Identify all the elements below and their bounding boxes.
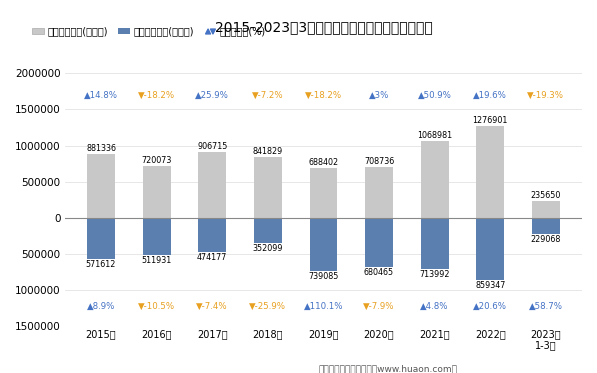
Bar [476, 218, 504, 280]
Bar [421, 141, 448, 218]
Text: 859347: 859347 [475, 281, 506, 290]
Text: 906715: 906715 [197, 142, 227, 151]
Bar [254, 218, 282, 243]
Bar [143, 166, 171, 218]
Text: ▼-18.2%: ▼-18.2% [305, 91, 342, 100]
Bar [198, 218, 226, 252]
Bar [532, 218, 560, 234]
Text: 制图：华经产业研究院（www.huaon.com）: 制图：华经产业研究院（www.huaon.com） [319, 364, 457, 373]
Bar [365, 167, 393, 218]
Bar [532, 201, 560, 218]
Text: ▲19.6%: ▲19.6% [473, 91, 507, 100]
Title: 2015-2023年3月中国与阿根廷进、出口商品总值: 2015-2023年3月中国与阿根廷进、出口商品总值 [214, 21, 432, 35]
Text: 881336: 881336 [86, 144, 116, 153]
Text: ▲20.6%: ▲20.6% [473, 302, 507, 311]
Text: 680465: 680465 [364, 268, 394, 277]
Text: ▲8.9%: ▲8.9% [87, 302, 115, 311]
Text: ▲4.8%: ▲4.8% [420, 302, 449, 311]
Bar [87, 154, 115, 218]
Text: 229068: 229068 [531, 235, 561, 244]
Text: 708736: 708736 [364, 157, 394, 166]
Text: 474177: 474177 [197, 253, 227, 262]
Text: 713992: 713992 [420, 270, 450, 279]
Bar [87, 218, 115, 259]
Text: ▼-7.4%: ▼-7.4% [196, 302, 228, 311]
Text: ▲25.9%: ▲25.9% [195, 91, 229, 100]
Text: 352099: 352099 [253, 244, 283, 253]
Text: ▼-19.3%: ▼-19.3% [527, 91, 564, 100]
Text: ▲50.9%: ▲50.9% [418, 91, 451, 100]
Text: 511931: 511931 [141, 256, 172, 265]
Text: ▼-18.2%: ▼-18.2% [138, 91, 176, 100]
Text: ▼-25.9%: ▼-25.9% [250, 302, 287, 311]
Bar [365, 218, 393, 267]
Legend: 出口商品总值(万美元), 进口商品总值(万美元), 同比增长率(%): 出口商品总值(万美元), 进口商品总值(万美元), 同比增长率(%) [29, 22, 269, 40]
Bar [476, 126, 504, 218]
Text: ▼-7.9%: ▼-7.9% [364, 302, 395, 311]
Bar [254, 157, 282, 218]
Bar [421, 218, 448, 269]
Text: ▲3%: ▲3% [369, 91, 389, 100]
Text: 1276901: 1276901 [473, 116, 508, 125]
Text: ▼-7.2%: ▼-7.2% [252, 91, 284, 100]
Text: 841829: 841829 [253, 147, 283, 156]
Bar [310, 218, 337, 271]
Bar [198, 152, 226, 218]
Text: 571612: 571612 [86, 260, 116, 269]
Text: ▲14.8%: ▲14.8% [84, 91, 118, 100]
Text: 1068981: 1068981 [417, 131, 452, 140]
Bar [143, 218, 171, 255]
Text: 688402: 688402 [309, 158, 338, 167]
Text: 235650: 235650 [531, 191, 561, 200]
Text: ▲110.1%: ▲110.1% [304, 302, 343, 311]
Text: 720073: 720073 [141, 156, 172, 165]
Text: 739085: 739085 [308, 272, 338, 281]
Bar [310, 168, 337, 218]
Text: ▼-10.5%: ▼-10.5% [138, 302, 176, 311]
Text: ▲58.7%: ▲58.7% [529, 302, 563, 311]
